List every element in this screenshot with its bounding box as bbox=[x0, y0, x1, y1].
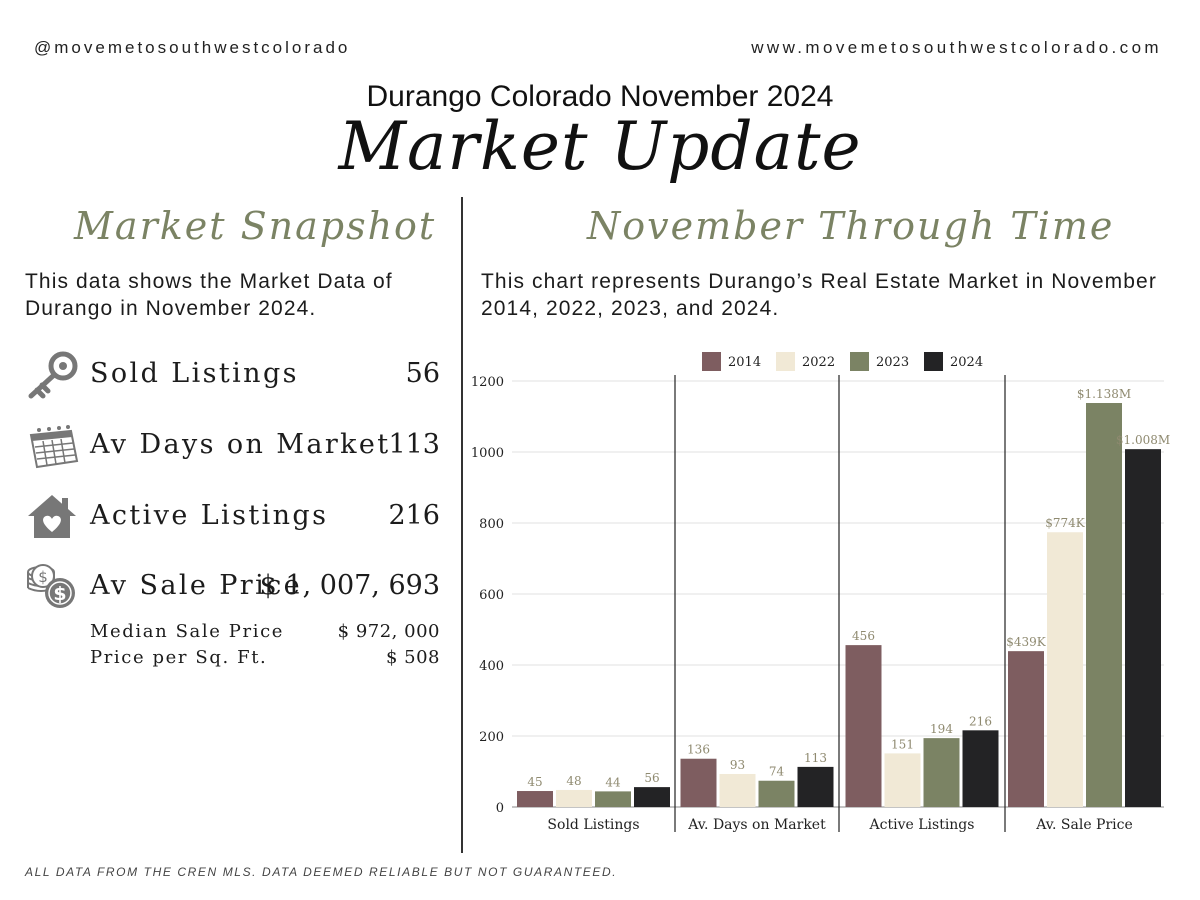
snapshot-description: This data shows the Market Data of Duran… bbox=[25, 270, 393, 320]
data-label: 45 bbox=[527, 775, 542, 789]
y-tick-label: 1000 bbox=[471, 446, 504, 461]
median-sale-price-row: Median Sale Price $ 972, 000 bbox=[90, 621, 440, 642]
snapshot-title: Market Snapshot bbox=[74, 204, 437, 248]
x-category-label: Av. Sale Price bbox=[1035, 817, 1133, 833]
data-label: 216 bbox=[969, 714, 992, 728]
data-label: 44 bbox=[605, 775, 621, 789]
bar bbox=[962, 730, 999, 807]
y-tick-label: 400 bbox=[479, 659, 504, 674]
y-tick-label: 1200 bbox=[471, 375, 504, 390]
data-label: 74 bbox=[769, 765, 785, 779]
bar bbox=[556, 789, 592, 807]
coins-icon: $ $ bbox=[27, 564, 75, 608]
data-label: 194 bbox=[930, 722, 953, 736]
bar bbox=[884, 753, 921, 807]
x-category-label: Av. Days on Market bbox=[687, 817, 826, 833]
stat-label: Av Sale Price bbox=[90, 570, 303, 601]
stat-av-sale-price: $ $ Av Sale Price $ 1, 007, 693 bbox=[25, 562, 440, 612]
stat-label: Av Days on Market bbox=[90, 429, 391, 460]
bar bbox=[680, 758, 717, 807]
stat-value: 216 bbox=[388, 500, 440, 531]
key-icon bbox=[28, 351, 78, 399]
legend-label: 2023 bbox=[876, 355, 909, 370]
legend-swatch bbox=[924, 352, 943, 371]
y-tick-label: 600 bbox=[479, 588, 504, 603]
page-title: Market Update bbox=[338, 108, 862, 185]
stat-sold-listings: Sold Listings 56 bbox=[25, 350, 440, 400]
legend-swatch bbox=[850, 352, 869, 371]
bar bbox=[595, 791, 631, 807]
svg-text:$: $ bbox=[38, 568, 48, 586]
x-category-label: Sold Listings bbox=[547, 817, 639, 833]
data-label: 456 bbox=[852, 629, 875, 643]
bar bbox=[923, 738, 960, 807]
column-divider bbox=[461, 197, 463, 853]
stat-value: 113 bbox=[388, 429, 440, 460]
house-heart-icon bbox=[28, 495, 76, 538]
sub-stat-value: $ 972, 000 bbox=[337, 621, 440, 642]
svg-text:$: $ bbox=[53, 583, 66, 605]
data-label: 48 bbox=[566, 774, 581, 788]
bar-chart: 0 200 400 600 800 1000 1200 2014 2022 2023 2024 45 4… bbox=[471, 352, 1170, 833]
price-per-sqft-row: Price per Sq. Ft. $ 508 bbox=[90, 647, 440, 668]
calendar-icon bbox=[29, 425, 79, 469]
legend-label: 2024 bbox=[950, 355, 983, 370]
legend-swatch bbox=[776, 352, 795, 371]
data-label: 151 bbox=[891, 737, 914, 751]
data-label: 93 bbox=[730, 758, 745, 772]
sub-stat-value: $ 508 bbox=[385, 647, 440, 668]
bar bbox=[1047, 532, 1083, 807]
legend-swatch bbox=[702, 352, 721, 371]
website-url: www.movemetosouthwestcolorado.com bbox=[751, 38, 1162, 57]
through-time-description: This chart represents Durango’s Real Est… bbox=[481, 270, 1157, 320]
bar bbox=[719, 773, 756, 807]
stat-days-on-market: Av Days on Market 113 bbox=[25, 421, 440, 471]
data-label: 56 bbox=[644, 771, 659, 785]
bar bbox=[758, 780, 795, 807]
data-source-footnote: ALL DATA FROM THE CREN MLS. DATA DEEMED … bbox=[25, 865, 618, 879]
data-label: $1.138M bbox=[1077, 387, 1131, 401]
bar bbox=[634, 787, 670, 807]
bar bbox=[1086, 403, 1122, 807]
data-label: 113 bbox=[804, 751, 827, 765]
bar bbox=[845, 645, 882, 807]
instagram-handle: @movemetosouthwestcolorado bbox=[34, 38, 351, 57]
stat-label: Active Listings bbox=[90, 500, 329, 531]
y-tick-label: 800 bbox=[479, 517, 504, 532]
bar bbox=[797, 766, 834, 807]
data-label: 136 bbox=[687, 743, 710, 757]
through-time-title: November Through Time bbox=[587, 204, 1115, 248]
bar bbox=[1125, 449, 1161, 807]
stat-value: $ 1, 007, 693 bbox=[259, 570, 440, 601]
sub-stat-label: Price per Sq. Ft. bbox=[90, 647, 268, 668]
stat-label: Sold Listings bbox=[90, 358, 299, 389]
y-tick-label: 0 bbox=[496, 801, 504, 816]
sub-stat-label: Median Sale Price bbox=[90, 621, 285, 642]
stat-active-listings: Active Listings 216 bbox=[25, 492, 440, 542]
bar bbox=[517, 791, 553, 807]
data-label: $1.008M bbox=[1116, 433, 1170, 447]
bar bbox=[1008, 651, 1044, 807]
data-label: $774K bbox=[1045, 516, 1086, 530]
x-category-label: Active Listings bbox=[869, 817, 975, 833]
page-subtitle: Durango Colorado November 2024 bbox=[366, 80, 834, 113]
stat-value: 56 bbox=[405, 358, 440, 389]
y-tick-label: 200 bbox=[479, 730, 504, 745]
legend-label: 2022 bbox=[802, 355, 835, 370]
legend-label: 2014 bbox=[728, 355, 761, 370]
data-label: $439K bbox=[1006, 635, 1047, 649]
